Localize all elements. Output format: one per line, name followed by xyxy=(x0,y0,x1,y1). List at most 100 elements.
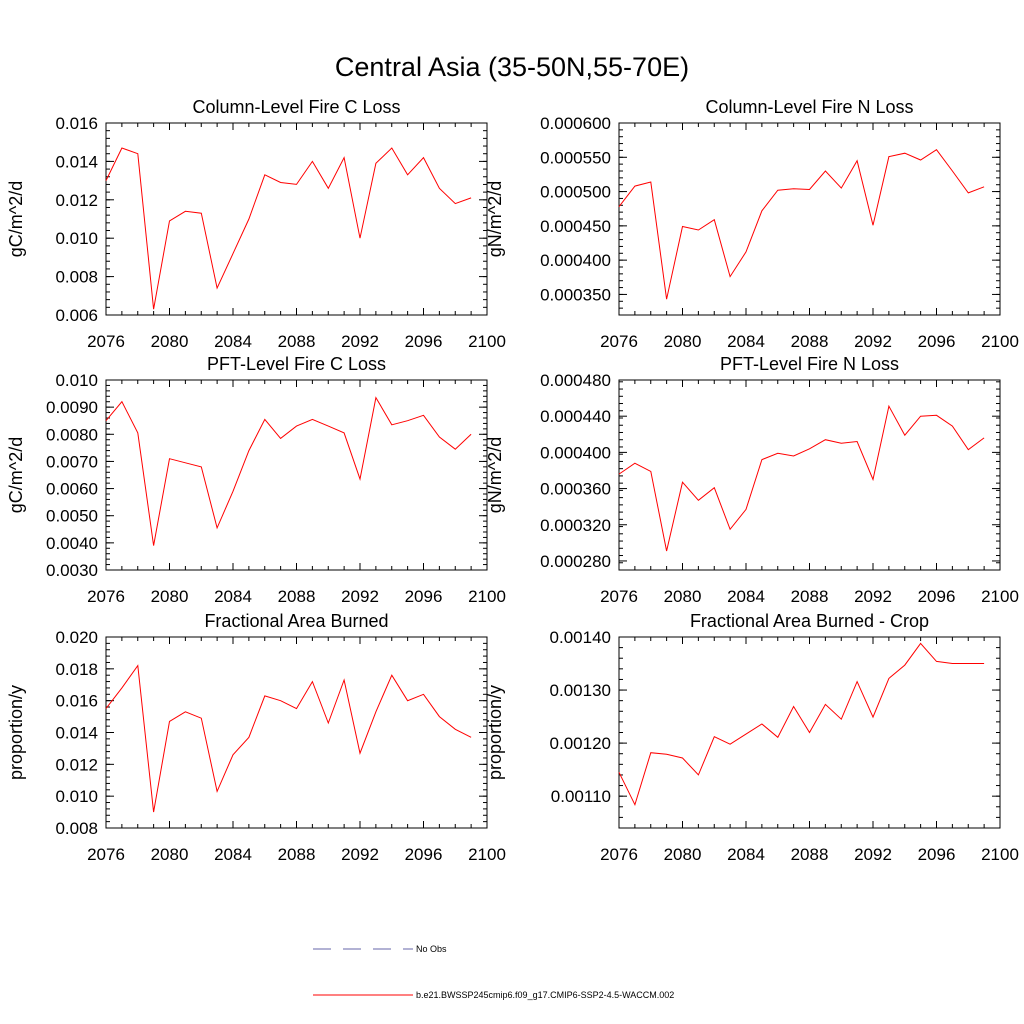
plot-frame xyxy=(105,122,488,316)
y-axis-label: proportion/y xyxy=(6,685,26,780)
y-tick-label: 0.000320 xyxy=(540,516,611,535)
y-tick-label: 0.0050 xyxy=(46,507,98,526)
x-tick-label: 2096 xyxy=(405,587,443,606)
panel-1: Column-Level Fire C Loss 2076 2080 2084 2088… xyxy=(6,97,506,351)
legend: No Obs b.e21.BWSSP245cmip6.f09_g17.CMIP6… xyxy=(313,944,674,1000)
y-tick-label: 0.00120 xyxy=(550,734,611,753)
x-tick-label: 2076 xyxy=(87,845,125,864)
y-tick-label: 0.0070 xyxy=(46,452,98,471)
y-tick-label: 0.016 xyxy=(55,114,98,133)
y-tick-label: 0.008 xyxy=(55,819,98,838)
x-tick-label: 2088 xyxy=(278,332,316,351)
x-tick-label: 2088 xyxy=(791,332,829,351)
panel-5: Fractional Area Burned 2076 2080 2084 2088 20… xyxy=(6,611,506,864)
x-tick-label: 2084 xyxy=(214,587,252,606)
x-tick-label: 2076 xyxy=(600,332,638,351)
x-tick-label: 2088 xyxy=(278,587,316,606)
panel-2: Column-Level Fire N Loss 2076 2080 2084 2088… xyxy=(485,97,1019,351)
series-line xyxy=(105,396,472,546)
y-tick-label: 0.006 xyxy=(55,306,98,325)
x-tick-label: 2084 xyxy=(214,332,252,351)
y-tick-label: 0.008 xyxy=(55,268,98,287)
y-tick-label: 0.0040 xyxy=(46,534,98,553)
y-tick-label: 0.016 xyxy=(55,692,98,711)
x-tick-label: 2080 xyxy=(664,845,702,864)
x-tick-label: 2092 xyxy=(854,587,892,606)
y-axis-label: gN/m^2/d xyxy=(485,437,505,513)
x-tick-label: 2084 xyxy=(727,845,765,864)
y-tick-label: 0.000360 xyxy=(540,480,611,499)
x-tick-label: 2092 xyxy=(854,845,892,864)
plot-frame xyxy=(618,122,1001,316)
x-tick-label: 2076 xyxy=(87,587,125,606)
x-tick-label: 2084 xyxy=(727,332,765,351)
y-tick-label: 0.014 xyxy=(55,724,98,743)
x-tick-label: 2100 xyxy=(468,332,506,351)
y-tick-label: 0.012 xyxy=(55,191,98,210)
y-tick-label: 0.0030 xyxy=(46,561,98,580)
y-tick-label: 0.010 xyxy=(55,229,98,248)
panel-title: Fractional Area Burned xyxy=(204,611,388,631)
y-tick-label: 0.00110 xyxy=(551,787,611,806)
series-line xyxy=(618,404,985,552)
y-tick-label: 0.0080 xyxy=(46,425,98,444)
y-tick-label: 0.000280 xyxy=(540,552,611,571)
x-tick-label: 2088 xyxy=(791,587,829,606)
plot-frame xyxy=(618,379,1001,571)
panel-3: PFT-Level Fire C Loss 2076 2080 2084 2088 209… xyxy=(6,354,506,606)
x-tick-label: 2080 xyxy=(151,845,189,864)
panel-4: PFT-Level Fire N Loss 2076 2080 2084 2088 209… xyxy=(485,354,1019,606)
x-tick-label: 2076 xyxy=(87,332,125,351)
panel-title: Column-Level Fire C Loss xyxy=(192,97,400,117)
x-tick-label: 2100 xyxy=(981,587,1019,606)
y-tick-label: 0.000480 xyxy=(540,371,611,390)
x-tick-label: 2080 xyxy=(664,587,702,606)
y-tick-label: 0.014 xyxy=(55,152,98,171)
x-tick-label: 2096 xyxy=(918,332,956,351)
y-tick-label: 0.012 xyxy=(55,755,98,774)
x-tick-label: 2100 xyxy=(981,845,1019,864)
y-tick-label: 0.0090 xyxy=(46,398,98,417)
panel-title: PFT-Level Fire C Loss xyxy=(207,354,386,374)
y-axis-label: gC/m^2/d xyxy=(6,181,26,257)
x-tick-label: 2092 xyxy=(854,332,892,351)
x-tick-label: 2096 xyxy=(405,332,443,351)
y-tick-label: 0.000440 xyxy=(540,407,611,426)
legend-label-model: b.e21.BWSSP245cmip6.f09_g17.CMIP6-SSP2-4… xyxy=(416,990,674,1000)
x-tick-label: 2096 xyxy=(405,845,443,864)
plot-frame xyxy=(105,636,488,829)
y-tick-label: 0.00130 xyxy=(550,681,611,700)
panel-6: Fractional Area Burned - Crop 2076 2080 208… xyxy=(485,611,1019,864)
y-tick-label: 0.010 xyxy=(55,787,98,806)
x-tick-label: 2076 xyxy=(600,587,638,606)
series-line xyxy=(618,642,985,807)
x-tick-label: 2096 xyxy=(918,587,956,606)
x-tick-label: 2096 xyxy=(918,845,956,864)
y-axis-label: proportion/y xyxy=(485,685,505,780)
x-tick-label: 2092 xyxy=(341,587,379,606)
panel-title: Fractional Area Burned - Crop xyxy=(690,611,929,631)
series-line xyxy=(105,664,472,813)
series-line xyxy=(618,149,985,300)
x-tick-label: 2076 xyxy=(600,845,638,864)
panel-title: Column-Level Fire N Loss xyxy=(705,97,913,117)
series-line xyxy=(105,147,472,310)
panels-group: Column-Level Fire C Loss 2076 2080 2084 2088… xyxy=(6,97,1019,864)
y-tick-label: 0.000350 xyxy=(540,285,611,304)
y-tick-label: 0.000600 xyxy=(540,114,611,133)
y-tick-label: 0.018 xyxy=(55,660,98,679)
y-tick-label: 0.010 xyxy=(55,371,98,390)
x-tick-label: 2080 xyxy=(151,587,189,606)
y-axis-label: gN/m^2/d xyxy=(485,181,505,257)
legend-label-no-obs: No Obs xyxy=(416,944,447,954)
x-tick-label: 2084 xyxy=(727,587,765,606)
y-tick-label: 0.000400 xyxy=(540,251,611,270)
x-tick-label: 2100 xyxy=(981,332,1019,351)
y-axis-label: gC/m^2/d xyxy=(6,437,26,513)
panel-title: PFT-Level Fire N Loss xyxy=(720,354,899,374)
y-tick-label: 0.00140 xyxy=(550,628,611,647)
y-tick-label: 0.020 xyxy=(55,628,98,647)
x-tick-label: 2088 xyxy=(791,845,829,864)
y-tick-label: 0.000550 xyxy=(540,148,611,167)
